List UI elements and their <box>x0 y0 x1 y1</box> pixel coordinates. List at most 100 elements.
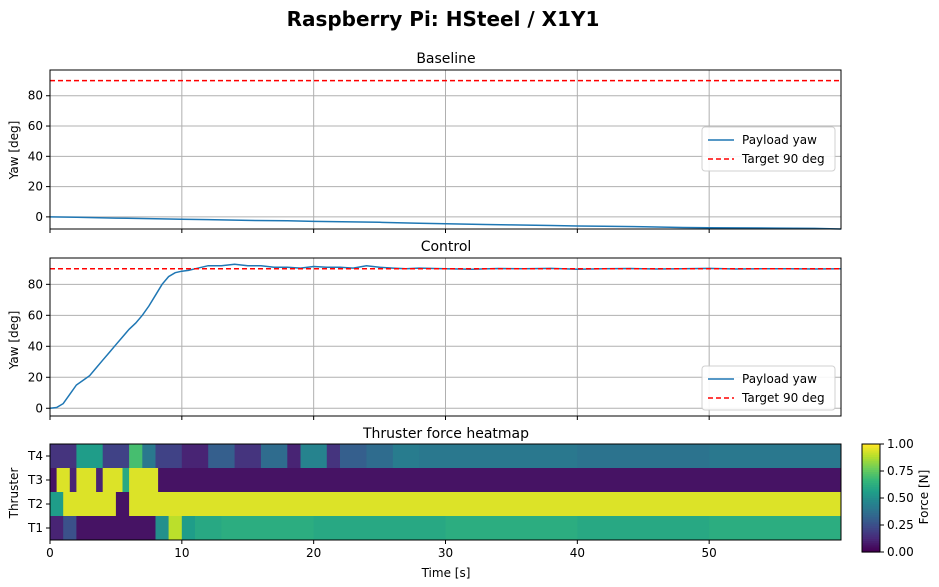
colorbar-gradient-step <box>862 536 880 540</box>
colorbar-gradient-step <box>862 461 880 465</box>
colorbar-gradient-step <box>862 545 880 549</box>
heatmap-cell-t3 <box>56 468 71 493</box>
figure-title: Raspberry Pi: HSteel / X1Y1 <box>287 7 600 31</box>
baseline-ytick-label: 60 <box>28 119 43 133</box>
heatmap-ytick-label: T1 <box>27 521 43 535</box>
heatmap-cell-t4 <box>155 444 183 469</box>
colorbar-gradient-step <box>862 510 880 514</box>
heatmap-cell-t3 <box>76 468 97 493</box>
heatmap-cell-t3 <box>50 468 58 493</box>
colorbar-gradient-step <box>862 474 880 477</box>
baseline-ytick-label: 80 <box>28 89 43 103</box>
colorbar-gradient-step <box>862 521 880 525</box>
heatmap-cell-t4 <box>129 444 143 469</box>
heatmap-cell-t1 <box>76 516 156 541</box>
heatmap-cell-t1 <box>577 516 710 541</box>
colorbar-gradient-step <box>862 539 880 542</box>
heatmap-xtick-label: 20 <box>306 546 321 560</box>
heatmap-cell-t4 <box>577 444 710 469</box>
heatmap-cell-t2 <box>50 492 64 517</box>
heatmap-cell-t1 <box>181 516 196 541</box>
control-title: Control <box>421 239 472 255</box>
colorbar-gradient-step <box>862 459 880 462</box>
baseline-ylabel: Yaw [deg] <box>7 121 21 181</box>
colorbar-gradient-step <box>862 534 880 538</box>
heatmap-cell-t4 <box>287 444 301 469</box>
heatmap-ytick-label: T3 <box>27 473 43 487</box>
colorbar-gradient-step <box>862 502 880 506</box>
heatmap-xtick-label: 0 <box>46 546 54 560</box>
colorbar-tick-label: 1.00 <box>887 437 914 451</box>
baseline-legend-label: Target 90 deg <box>741 152 825 166</box>
control-panel: Control Yaw [deg] 0 20 40 60 80 Payload yaw Ta… <box>7 239 842 420</box>
heatmap-cell-t4 <box>234 444 262 469</box>
colorbar-gradient-step <box>862 500 880 503</box>
colorbar-gradient-step <box>862 444 880 447</box>
control-yaw-line <box>49 263 842 410</box>
colorbar-gradient-step <box>862 452 880 456</box>
control-ytick-label: 20 <box>28 370 43 384</box>
colorbar-tick-label: 0.25 <box>887 518 914 532</box>
colorbar-gradient-step <box>862 528 880 531</box>
colorbar-gradient-step <box>862 480 880 484</box>
colorbar-tick-label: 0.00 <box>887 545 914 559</box>
colorbar-gradient-step <box>862 478 880 482</box>
colorbar-gradient-step <box>862 504 880 508</box>
heatmap-cell-t3 <box>158 468 842 493</box>
control-ytick-label: 40 <box>28 339 43 353</box>
colorbar-gradient-step <box>862 495 880 499</box>
baseline-legend: Payload yaw Target 90 deg <box>701 126 836 172</box>
heatmap-cell-t1 <box>155 516 170 541</box>
heatmap-cell-t4 <box>50 444 77 469</box>
heatmap-cell-t2 <box>115 492 130 517</box>
colorbar-gradient-step <box>862 526 880 529</box>
heatmap-panel: Thruster force heatmap Thruster Time [s]… <box>7 426 842 580</box>
colorbar-gradient-step <box>862 493 880 497</box>
heatmap-xlabel: Time [s] <box>421 566 471 580</box>
heatmap-cell-t4 <box>260 444 288 469</box>
control-ylabel: Yaw [deg] <box>7 311 21 371</box>
heatmap-cell-t1 <box>50 516 64 541</box>
heatmap-cell-t4 <box>102 444 130 469</box>
colorbar-gradient-step <box>862 541 880 544</box>
colorbar-gradient-step <box>862 485 880 488</box>
colorbar-gradient-step <box>862 506 880 510</box>
colorbar-label: Force [N] <box>917 470 931 525</box>
control-legend: Payload yaw Target 90 deg <box>701 365 836 411</box>
heatmap-cell-t1 <box>221 516 315 541</box>
heatmap-ytick-label: T4 <box>27 449 43 463</box>
heatmap-ytick-label: T2 <box>27 497 43 511</box>
heatmap-cell-t4 <box>326 444 341 469</box>
heatmap-cell-t1 <box>63 516 77 541</box>
heatmap-xtick-label: 10 <box>174 546 189 560</box>
colorbar-gradient-step <box>862 448 880 452</box>
heatmap-ylabel: Thruster <box>7 468 21 520</box>
colorbar-gradient-step <box>862 489 880 493</box>
heatmap-cell-t2 <box>63 492 117 517</box>
baseline-panel: Baseline Yaw [deg] 0 20 40 60 80 Payload yaw T… <box>7 51 842 233</box>
baseline-ytick-label: 0 <box>35 210 43 224</box>
colorbar-gradient-step <box>862 465 880 469</box>
colorbar-gradient-step <box>862 446 880 449</box>
baseline-legend-label: Payload yaw <box>742 133 817 147</box>
heatmap-xtick-label: 30 <box>438 546 453 560</box>
heatmap-cell-t4 <box>392 444 420 469</box>
heatmap-cell-t4 <box>300 444 328 469</box>
heatmap-cell-t4 <box>366 444 394 469</box>
baseline-yaw-line <box>49 216 842 230</box>
colorbar-gradient-step <box>862 476 880 480</box>
colorbar-gradient-step <box>862 513 880 516</box>
control-legend-label: Target 90 deg <box>741 391 825 405</box>
heatmap-cell-t3 <box>96 468 104 493</box>
colorbar-gradient-step <box>862 456 880 460</box>
heatmap-title: Thruster force heatmap <box>362 426 529 442</box>
heatmap-cell-t3 <box>102 468 123 493</box>
heatmap-cell-t4 <box>142 444 156 469</box>
control-legend-label: Payload yaw <box>742 372 817 386</box>
control-ytick-label: 0 <box>35 401 43 415</box>
colorbar-gradient-step <box>862 547 880 551</box>
control-ytick-label: 80 <box>28 277 43 291</box>
heatmap-cell-t1 <box>445 516 578 541</box>
baseline-title: Baseline <box>416 51 475 67</box>
